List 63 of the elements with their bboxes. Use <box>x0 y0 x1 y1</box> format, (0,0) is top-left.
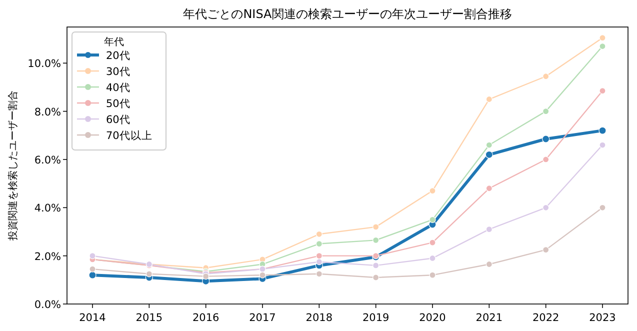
x-tick-label: 2019 <box>362 312 390 324</box>
y-axis-title: 投資関連を検索したユーザー割合 <box>7 90 19 242</box>
legend-label: 30代 <box>106 66 130 78</box>
legend-label: 20代 <box>106 50 130 62</box>
point <box>372 224 380 230</box>
y-tick-label: 8.0% <box>34 106 62 118</box>
point <box>89 266 96 272</box>
x-tick-label: 2015 <box>136 312 163 324</box>
x-tick-label: 2017 <box>249 312 276 324</box>
x-tick-label: 2016 <box>192 312 220 324</box>
legend-label: 40代 <box>106 82 130 94</box>
legend-label: 60代 <box>106 114 130 126</box>
point <box>486 226 492 233</box>
x-tick-label: 2020 <box>419 312 446 324</box>
x-tick-label: 2018 <box>306 312 333 324</box>
point <box>542 108 550 115</box>
point <box>89 252 96 260</box>
point <box>429 272 436 278</box>
point <box>486 96 492 103</box>
y-tick-label: 0.0% <box>34 299 62 311</box>
point <box>599 142 606 148</box>
point <box>542 246 550 254</box>
point <box>599 42 606 50</box>
point <box>598 126 606 134</box>
point <box>486 185 492 192</box>
point <box>88 271 96 279</box>
point <box>429 254 436 262</box>
point <box>372 274 380 281</box>
y-tick-label: 4.0% <box>34 202 62 215</box>
point <box>429 187 436 194</box>
point <box>316 270 322 278</box>
point <box>316 230 322 238</box>
point <box>542 135 550 143</box>
point <box>372 262 380 269</box>
point <box>316 240 322 248</box>
x-tick-label: 2023 <box>589 312 616 324</box>
x-tick-label: 2014 <box>79 312 106 324</box>
y-tick-label: 6.0% <box>34 154 62 166</box>
point <box>599 88 606 94</box>
point <box>316 252 322 260</box>
chart-title: 年代ごとのNISA関連の検索ユーザーの年次ユーザー割合推移 <box>183 7 512 21</box>
point <box>146 270 152 278</box>
y-tick-label: 10.0% <box>28 58 62 70</box>
legend-label: 50代 <box>106 98 130 110</box>
point <box>542 204 550 211</box>
legend-title: 年代 <box>104 36 124 48</box>
x-tick-label: 2022 <box>532 312 560 324</box>
y-tick-label: 2.0% <box>34 250 62 263</box>
point <box>485 150 493 158</box>
point <box>429 216 436 223</box>
point <box>202 273 210 280</box>
point <box>372 236 380 244</box>
x-tick-label: 2021 <box>476 312 503 324</box>
point <box>316 258 322 266</box>
point <box>542 156 550 163</box>
legend-label: 70代以上 <box>106 129 152 142</box>
point <box>486 142 492 148</box>
point <box>599 204 606 211</box>
point <box>259 272 266 278</box>
point <box>486 260 492 268</box>
point <box>542 73 550 80</box>
point <box>429 239 436 246</box>
point <box>599 34 606 42</box>
